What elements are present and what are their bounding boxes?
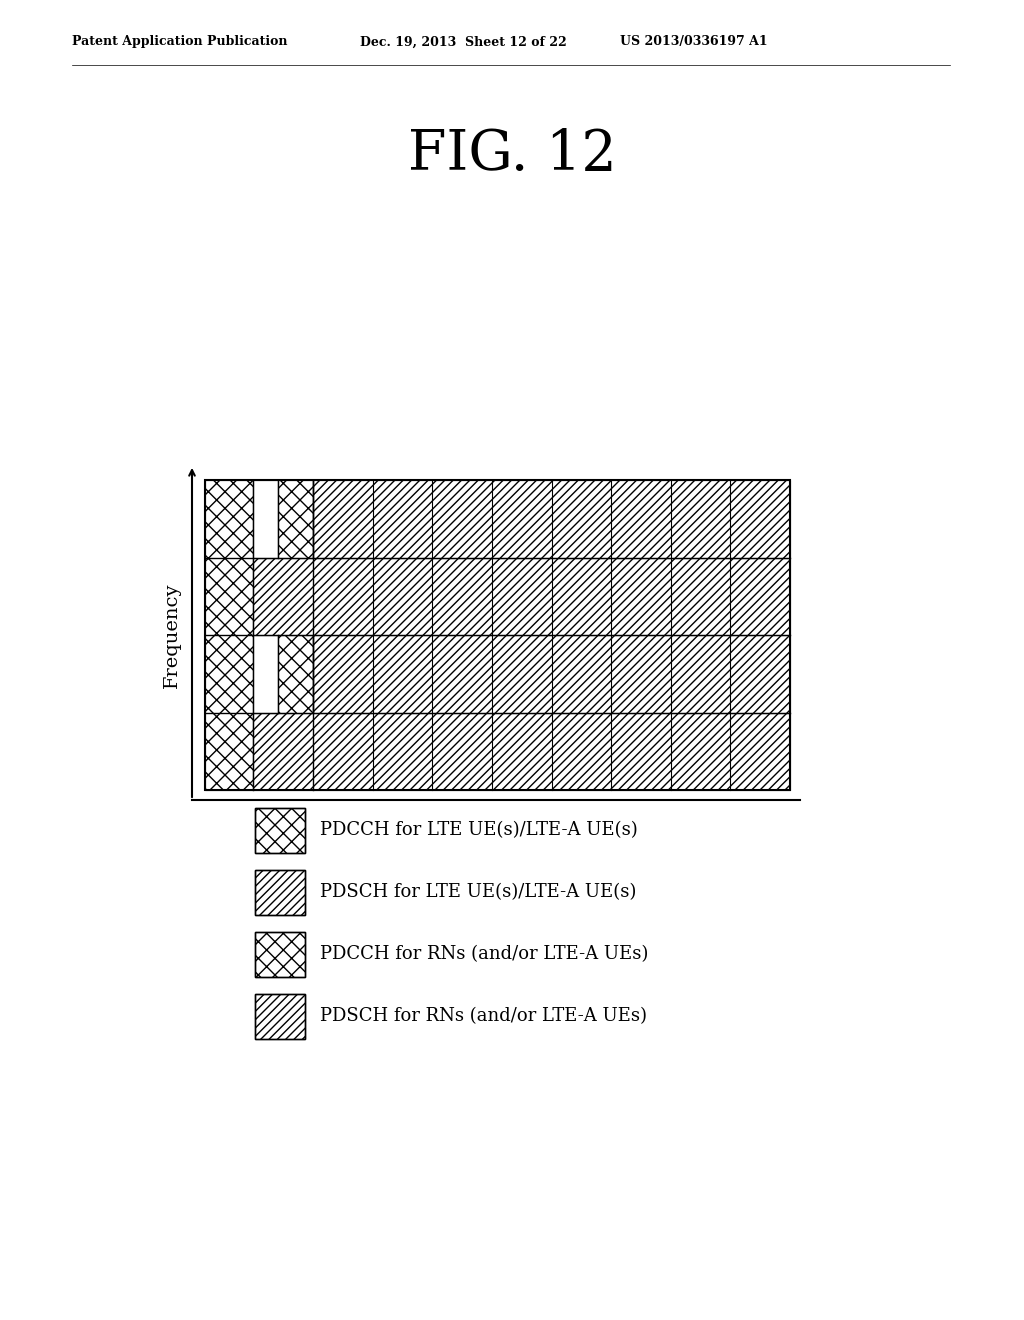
Text: PDSCH for LTE UE(s)/LTE-A UE(s): PDSCH for LTE UE(s)/LTE-A UE(s): [319, 883, 636, 902]
Text: FIG. 12: FIG. 12: [408, 128, 616, 182]
Bar: [278, 635, 313, 713]
Text: Frequency: Frequency: [163, 582, 181, 688]
Bar: [278, 480, 313, 557]
Bar: [255, 994, 305, 1039]
Bar: [255, 994, 305, 1039]
Bar: [205, 480, 790, 789]
Text: US 2013/0336197 A1: US 2013/0336197 A1: [620, 36, 768, 49]
Bar: [253, 635, 278, 713]
Bar: [313, 635, 790, 713]
Text: Patent Application Publication: Patent Application Publication: [72, 36, 288, 49]
Text: Dec. 19, 2013  Sheet 12 of 22: Dec. 19, 2013 Sheet 12 of 22: [360, 36, 566, 49]
Bar: [253, 480, 278, 557]
Bar: [255, 808, 305, 853]
Bar: [253, 557, 790, 635]
Bar: [255, 932, 305, 977]
Bar: [255, 808, 305, 853]
Bar: [255, 870, 305, 915]
Bar: [255, 870, 305, 915]
Bar: [205, 480, 253, 789]
Bar: [253, 713, 790, 789]
Text: PDCCH for RNs (and/or LTE-A UEs): PDCCH for RNs (and/or LTE-A UEs): [319, 945, 648, 964]
Text: PDCCH for LTE UE(s)/LTE-A UE(s): PDCCH for LTE UE(s)/LTE-A UE(s): [319, 821, 638, 840]
Bar: [313, 480, 790, 557]
Bar: [255, 932, 305, 977]
Text: PDSCH for RNs (and/or LTE-A UEs): PDSCH for RNs (and/or LTE-A UEs): [319, 1007, 647, 1026]
